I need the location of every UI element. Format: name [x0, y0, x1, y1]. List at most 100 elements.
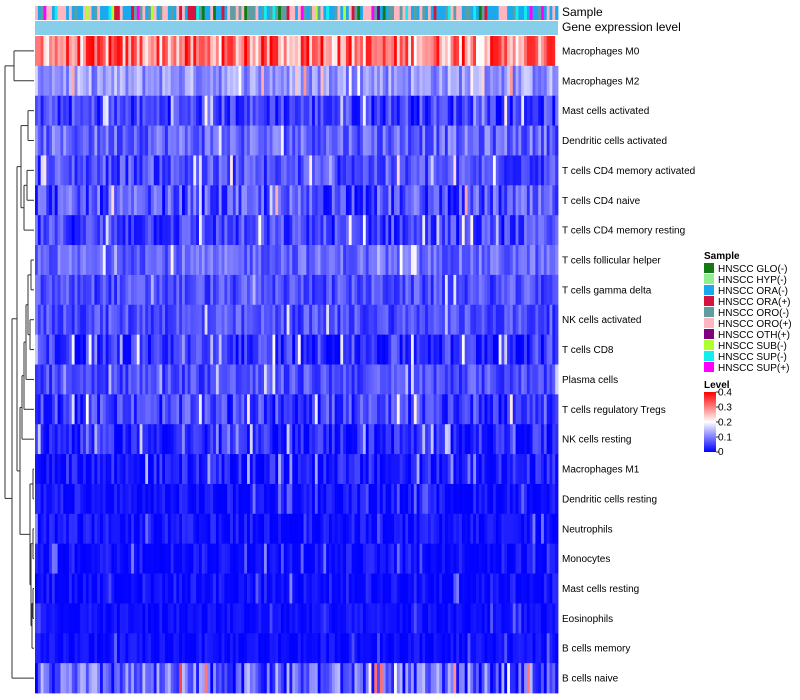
heatmap-cell	[184, 633, 189, 664]
heatmap-cell	[51, 573, 56, 604]
heatmap-cell	[252, 334, 256, 365]
heatmap-cell	[374, 513, 378, 545]
heatmap-cell	[221, 65, 225, 97]
heatmap-cell	[182, 245, 186, 276]
heatmap-cell	[464, 215, 468, 246]
heatmap-cell	[74, 573, 78, 604]
sample-annotation-cell	[541, 6, 545, 20]
heatmap-cell	[269, 36, 273, 67]
heatmap-cell	[419, 513, 423, 545]
heatmap-cell	[193, 95, 197, 126]
heatmap-cell	[204, 663, 208, 694]
heatmap-cell	[221, 95, 225, 126]
heatmap-cell	[501, 334, 505, 365]
sample-annotation-cell	[543, 6, 548, 20]
heatmap-cell	[354, 155, 358, 186]
sample-annotation-cell	[215, 6, 220, 20]
heatmap-cell	[427, 155, 432, 186]
heatmap-cell	[314, 215, 319, 246]
heatmap-cell	[204, 36, 208, 67]
heatmap-cell	[402, 424, 406, 455]
row-label: T cells CD4 memory activated	[562, 166, 695, 177]
heatmap-cell	[467, 543, 471, 574]
heatmap-cell	[524, 155, 528, 186]
heatmap-cell	[263, 95, 268, 126]
heatmap-cell	[473, 274, 477, 306]
level-legend: Level 0.40.30.20.10	[704, 380, 732, 458]
heatmap-cell	[204, 155, 208, 186]
heatmap-cell	[235, 304, 239, 336]
heatmap-cell	[295, 245, 299, 276]
heatmap-cell	[261, 245, 265, 276]
heatmap-cell	[348, 663, 353, 694]
heatmap-cell	[515, 364, 519, 395]
heatmap-cell	[314, 364, 319, 395]
heatmap-cell	[382, 513, 386, 545]
heatmap-cell	[232, 513, 237, 545]
heatmap-cell	[538, 36, 542, 67]
heatmap-cell	[549, 274, 553, 306]
heatmap-cell	[326, 125, 330, 156]
heatmap-cell	[187, 663, 191, 694]
heatmap-cell	[326, 304, 330, 336]
heatmap-cell	[153, 274, 157, 306]
heatmap-cell	[80, 185, 84, 216]
sample-annotation-cell	[476, 6, 480, 20]
heatmap-cell	[430, 155, 435, 186]
heatmap-cell	[102, 95, 107, 126]
heatmap-cell	[509, 304, 514, 336]
heatmap-cell	[490, 95, 494, 126]
heatmap-cell	[476, 573, 480, 604]
heatmap-cell	[46, 513, 50, 545]
heatmap-cell	[487, 65, 491, 97]
heatmap-cell	[546, 483, 550, 515]
heatmap-cell	[295, 394, 299, 425]
heatmap-cell	[85, 95, 90, 126]
heatmap-cell	[532, 274, 536, 306]
heatmap-cell	[235, 424, 239, 455]
heatmap-cell	[300, 334, 304, 365]
heatmap-cell	[459, 125, 463, 156]
heatmap-cell	[382, 36, 386, 67]
heatmap-cell	[235, 513, 239, 545]
heatmap-cell	[249, 65, 254, 97]
heatmap-cell	[108, 394, 112, 425]
heatmap-cell	[323, 155, 327, 186]
heatmap-cell	[396, 454, 401, 485]
heatmap-cell	[487, 394, 491, 425]
heatmap-cell	[326, 274, 330, 306]
heatmap-cell	[549, 125, 553, 156]
heatmap-cell	[54, 215, 59, 246]
heatmap-cell	[80, 424, 84, 455]
heatmap-cell	[232, 125, 237, 156]
sample-annotation-cell	[148, 6, 152, 20]
heatmap-cell	[442, 274, 446, 306]
heatmap-cell	[170, 364, 174, 395]
heatmap-cell	[97, 663, 101, 694]
heatmap-cell	[280, 663, 285, 694]
heatmap-cell	[136, 603, 140, 634]
heatmap-cell	[88, 513, 92, 545]
heatmap-cell	[108, 663, 112, 694]
heatmap-cell	[402, 274, 406, 306]
heatmap-cell	[249, 603, 254, 634]
heatmap-cell	[153, 633, 157, 664]
heatmap-cell	[201, 543, 206, 574]
heatmap-cell	[238, 245, 242, 276]
heatmap-cell	[289, 274, 293, 306]
heatmap-cell	[303, 543, 307, 574]
heatmap-cell	[142, 274, 146, 306]
sample-annotation-cell	[382, 6, 386, 20]
heatmap-cell	[484, 424, 488, 455]
heatmap-cell	[224, 95, 228, 126]
heatmap-cell	[167, 573, 172, 604]
heatmap-cell	[461, 304, 466, 336]
heatmap-cell	[495, 125, 500, 156]
heatmap-cell	[303, 663, 307, 694]
heatmap-cell	[49, 304, 53, 336]
heatmap-cell	[167, 95, 172, 126]
heatmap-cell	[269, 483, 273, 515]
heatmap-cell	[362, 274, 367, 306]
heatmap-cell	[153, 95, 157, 126]
heatmap-cell	[105, 95, 109, 126]
